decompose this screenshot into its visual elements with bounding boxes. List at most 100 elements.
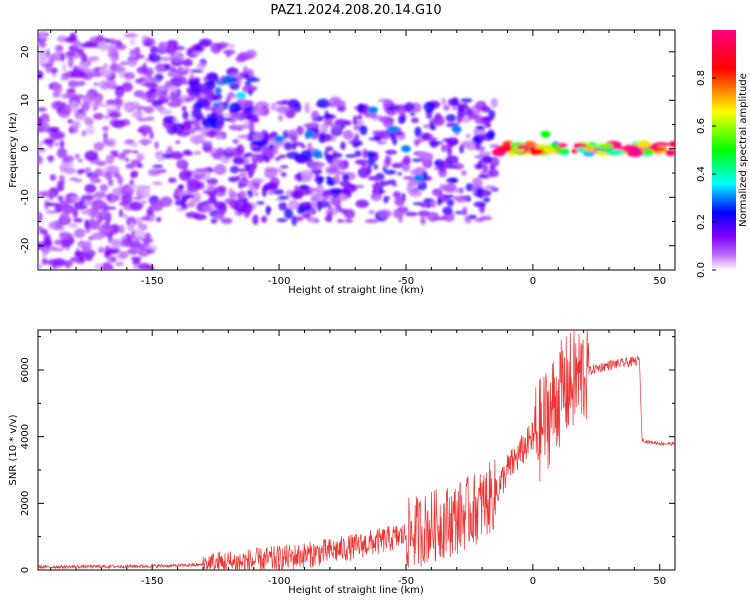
spectrogram-cell <box>88 219 100 230</box>
spectrogram-cell <box>68 223 78 228</box>
spectrogram-cell <box>232 205 239 209</box>
spectrogram-cell <box>129 201 143 211</box>
spectrogram-cell <box>116 106 121 111</box>
spectrogram-cell <box>477 174 489 179</box>
spectrogram-cell <box>255 201 265 205</box>
colorbar-tick-label: 0.8 <box>696 70 707 86</box>
spectrogram-cell <box>73 217 83 223</box>
spectrogram-cell <box>95 210 101 222</box>
spectrogram-cell <box>242 153 249 158</box>
spectrogram-cell <box>386 106 401 111</box>
spectrogram-cell <box>38 117 44 127</box>
spectrogram-cell <box>229 82 240 91</box>
spectrogram-cell <box>288 199 300 210</box>
spectrogram-cell <box>441 144 446 153</box>
spectrogram-cell <box>132 258 141 266</box>
spectrogram-cell <box>284 208 294 219</box>
spectrogram-cell <box>304 102 311 114</box>
spectrogram-cell <box>155 105 165 111</box>
spectrogram-xtick-label: -50 <box>398 276 414 287</box>
spectrogram-cell <box>60 161 75 169</box>
spectrogram-cell <box>488 169 499 178</box>
spectrogram-cell <box>210 218 218 224</box>
spectrogram-cell <box>168 45 175 56</box>
spectrogram-cell <box>354 150 362 158</box>
spectrogram-cell <box>420 216 426 225</box>
spectrogram-cell <box>170 151 184 160</box>
spectrogram-cell <box>80 53 86 63</box>
spectrogram-cell <box>127 59 138 67</box>
spectrogram-cell <box>120 236 127 240</box>
spectrogram-cell <box>131 150 139 154</box>
spectrogram-cell <box>328 167 339 174</box>
spectrogram-cell <box>481 116 494 122</box>
spectrogram-cell <box>167 145 173 154</box>
spectrogram-cell <box>241 99 254 108</box>
spectrogram-cell <box>86 125 95 136</box>
snr-xtick-label: -150 <box>141 576 164 587</box>
spectrogram-cell <box>243 85 258 92</box>
spectrogram-cell <box>106 44 118 54</box>
spectrogram-cell <box>48 155 53 163</box>
spectrogram-cell <box>397 115 406 125</box>
spectrogram-cell <box>238 168 248 172</box>
spectrogram-cell <box>336 219 345 223</box>
spectrogram-cell <box>56 182 65 192</box>
spectrogram-cell <box>124 157 130 162</box>
spectrogram-cell <box>223 117 233 122</box>
spectrogram-xtick-label: 50 <box>653 276 666 287</box>
spectrogram-cell <box>84 40 98 48</box>
spectrogram-cell <box>326 175 332 181</box>
spectrogram-cell <box>243 211 250 218</box>
spectrogram-cell <box>106 264 114 270</box>
spectrogram-cell <box>274 156 281 162</box>
spectrogram-cell <box>51 100 65 110</box>
spectrogram-cell <box>137 69 144 74</box>
spectrogram-cell <box>300 169 314 180</box>
spectrogram-cell <box>265 182 278 191</box>
spectrogram-cell <box>300 149 313 161</box>
spectrogram-cell <box>473 134 484 144</box>
spectrogram-cell <box>145 248 156 254</box>
spectrogram-cell <box>117 175 124 185</box>
spectrogram-cell <box>93 201 101 205</box>
spectrogram-cell <box>278 195 290 200</box>
spectrogram-cell <box>39 30 46 41</box>
spectrogram-cell <box>60 52 65 62</box>
spectrogram-cell <box>251 178 265 183</box>
spectrogram-cell <box>40 63 53 67</box>
spectrogram-cell <box>52 92 61 98</box>
spectrogram-cell <box>281 99 289 105</box>
spectrogram-cell <box>73 94 85 100</box>
spectrogram-cell <box>141 200 147 204</box>
spectrogram-cell <box>47 258 61 267</box>
spectrogram-cell <box>96 178 102 183</box>
spectrogram-cell <box>167 101 182 108</box>
spectrogram-cell <box>496 145 513 152</box>
spectrogram-cell <box>103 114 110 120</box>
spectrogram-cell <box>56 180 66 184</box>
spectrogram-cell <box>429 200 437 208</box>
spectrogram-cell <box>248 121 255 133</box>
spectrogram-cell <box>89 218 94 222</box>
spectrogram-cell <box>190 69 204 73</box>
spectrogram-cell <box>230 190 237 199</box>
spectrogram-cell <box>185 211 200 219</box>
spectrogram-xtick-label: -150 <box>141 276 164 287</box>
spectrogram-cell <box>62 204 75 214</box>
spectrogram-cell <box>260 215 268 223</box>
spectrogram-cell <box>232 138 239 144</box>
spectrogram-cell <box>320 122 329 134</box>
spectrogram-cell <box>155 62 165 74</box>
spectrogram-cell <box>90 99 97 109</box>
spectrogram-hotspot <box>312 150 323 158</box>
spectrogram-cell <box>309 199 319 210</box>
spectrogram-cell <box>192 120 201 129</box>
spectrogram-cell <box>202 142 213 153</box>
spectrogram-cell <box>43 237 53 248</box>
spectrogram-cell <box>250 117 260 123</box>
spectrogram-cell <box>405 211 418 217</box>
spectrogram-cell <box>314 173 320 179</box>
spectrogram-cell <box>359 125 368 136</box>
